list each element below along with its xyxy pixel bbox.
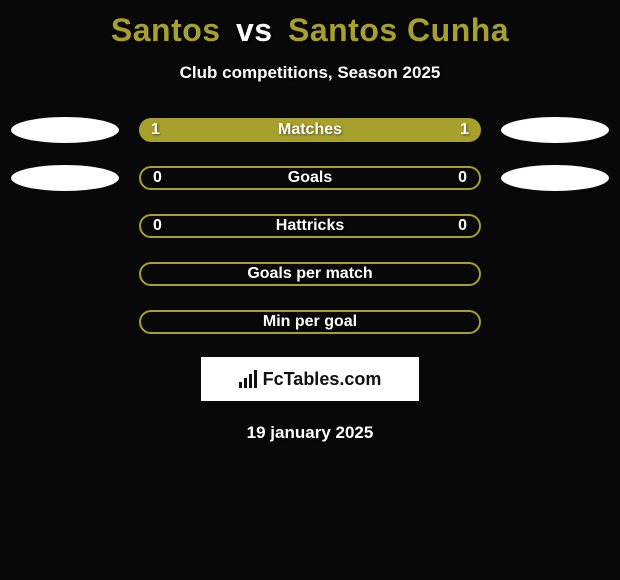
stat-value-left: 0 xyxy=(153,217,162,235)
logo: FcTables.com xyxy=(201,357,419,401)
stat-bar: 1 Matches 1 xyxy=(139,118,481,142)
subtitle: Club competitions, Season 2025 xyxy=(180,63,441,83)
ellipse-spacer xyxy=(11,309,119,335)
barchart-icon xyxy=(239,370,257,388)
stats-list: 1 Matches 1 0 Goals 0 0 Hattricks 0 Goals per mat… xyxy=(0,117,620,335)
title-player1: Santos xyxy=(111,12,221,48)
logo-bar xyxy=(249,374,252,388)
stat-label: Matches xyxy=(278,121,342,139)
stat-bar: Min per goal xyxy=(139,310,481,334)
ellipse-spacer xyxy=(11,213,119,239)
stat-value-right: 1 xyxy=(460,121,469,139)
title: Santos vs Santos Cunha xyxy=(111,12,509,49)
ellipse-left xyxy=(11,165,119,191)
title-player2: Santos Cunha xyxy=(288,12,509,48)
stat-row: 0 Goals 0 xyxy=(0,165,620,191)
ellipse-spacer xyxy=(11,261,119,287)
ellipse-spacer xyxy=(501,261,609,287)
logo-bar xyxy=(254,370,257,388)
stat-row: 1 Matches 1 xyxy=(0,117,620,143)
stat-value-left: 0 xyxy=(153,169,162,187)
ellipse-right xyxy=(501,117,609,143)
stat-value-right: 0 xyxy=(458,169,467,187)
stat-row: Min per goal xyxy=(0,309,620,335)
stat-value-left: 1 xyxy=(151,121,160,139)
ellipse-spacer xyxy=(501,309,609,335)
logo-bar xyxy=(244,378,247,388)
stat-label: Min per goal xyxy=(263,313,357,331)
infographic-container: Santos vs Santos Cunha Club competitions… xyxy=(0,0,620,443)
footer-date: 19 january 2025 xyxy=(247,423,374,443)
stat-bar: 0 Goals 0 xyxy=(139,166,481,190)
stat-bar: 0 Hattricks 0 xyxy=(139,214,481,238)
ellipse-right xyxy=(501,165,609,191)
stat-label: Goals per match xyxy=(247,265,372,283)
logo-text: FcTables.com xyxy=(263,369,382,390)
title-vs: vs xyxy=(236,12,273,48)
logo-bar xyxy=(239,382,242,388)
ellipse-spacer xyxy=(501,213,609,239)
stat-value-right: 0 xyxy=(458,217,467,235)
stat-label: Hattricks xyxy=(276,217,344,235)
stat-row: Goals per match xyxy=(0,261,620,287)
stat-bar: Goals per match xyxy=(139,262,481,286)
stat-label: Goals xyxy=(288,169,332,187)
ellipse-left xyxy=(11,117,119,143)
stat-row: 0 Hattricks 0 xyxy=(0,213,620,239)
